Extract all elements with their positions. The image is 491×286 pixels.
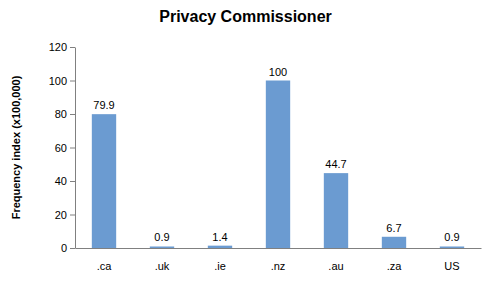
x-tick-label: .ie	[214, 260, 226, 272]
x-tick: .nz	[271, 248, 286, 272]
bar	[324, 173, 348, 248]
y-tick: 0	[61, 242, 75, 254]
bar	[266, 81, 290, 249]
y-tick-label: 0	[61, 242, 67, 254]
x-tick-label: .za	[387, 260, 403, 272]
data-label: 79.9	[93, 99, 114, 111]
y-tick-label: 40	[55, 175, 67, 187]
y-tick-mark	[70, 181, 75, 182]
y-tick-mark	[70, 81, 75, 82]
bar	[208, 246, 232, 248]
bar	[440, 246, 464, 248]
y-axis-line	[75, 48, 76, 249]
y-tick-mark	[70, 248, 75, 249]
x-tick: .za	[387, 248, 403, 272]
y-tick: 60	[55, 142, 75, 154]
x-tick: .au	[328, 248, 343, 272]
y-axis: 0 20 40 60 80 100 120	[49, 41, 76, 254]
y-tick: 120	[49, 41, 75, 53]
y-tick: 40	[55, 175, 75, 187]
y-tick: 100	[49, 75, 75, 87]
data-label: 44.7	[325, 158, 346, 170]
data-label: 0.9	[444, 231, 459, 243]
bars	[92, 81, 464, 249]
bar	[150, 246, 174, 248]
y-tick-label: 100	[49, 75, 67, 87]
x-tick-label: .nz	[271, 260, 286, 272]
data-label: 100	[269, 66, 287, 78]
y-tick: 20	[55, 209, 75, 221]
x-tick: .ie	[214, 248, 226, 272]
x-tick: .uk	[155, 248, 170, 272]
y-tick-mark	[70, 148, 75, 149]
x-tick: US	[444, 248, 459, 272]
y-tick-label: 60	[55, 142, 67, 154]
x-axis-line	[76, 248, 482, 249]
x-tick-label: .ca	[97, 260, 113, 272]
x-axis: .ca .uk .ie .nz .au .za US	[76, 248, 482, 272]
y-tick-mark	[70, 114, 75, 115]
data-label: 1.4	[212, 231, 227, 243]
chart: Privacy Commissioner Frequency index (x10…	[0, 0, 491, 286]
y-tick-mark	[70, 215, 75, 216]
bar	[382, 237, 406, 248]
y-tick: 80	[55, 108, 75, 120]
title: Privacy Commissioner	[159, 8, 332, 25]
y-tick-label: 120	[49, 41, 67, 53]
plot: 0 20 40 60 80 100 120 .ca .uk .ie .nz .au .za US 79.9 0…	[49, 41, 482, 272]
y-tick-label: 20	[55, 209, 67, 221]
data-label: 0.9	[154, 231, 169, 243]
x-tick-label: US	[444, 260, 459, 272]
data-label: 6.7	[386, 222, 401, 234]
bar	[92, 114, 116, 248]
y-tick-label: 80	[55, 108, 67, 120]
x-tick-label: .au	[328, 260, 343, 272]
y-tick-mark	[70, 47, 75, 48]
x-tick: .ca	[97, 248, 113, 272]
x-tick-label: .uk	[155, 260, 170, 272]
data-labels: 79.9 0.9 1.4 100 44.7 6.7 0.9	[93, 66, 459, 244]
y-axis-title: Frequency index (x100,000)	[10, 75, 22, 219]
